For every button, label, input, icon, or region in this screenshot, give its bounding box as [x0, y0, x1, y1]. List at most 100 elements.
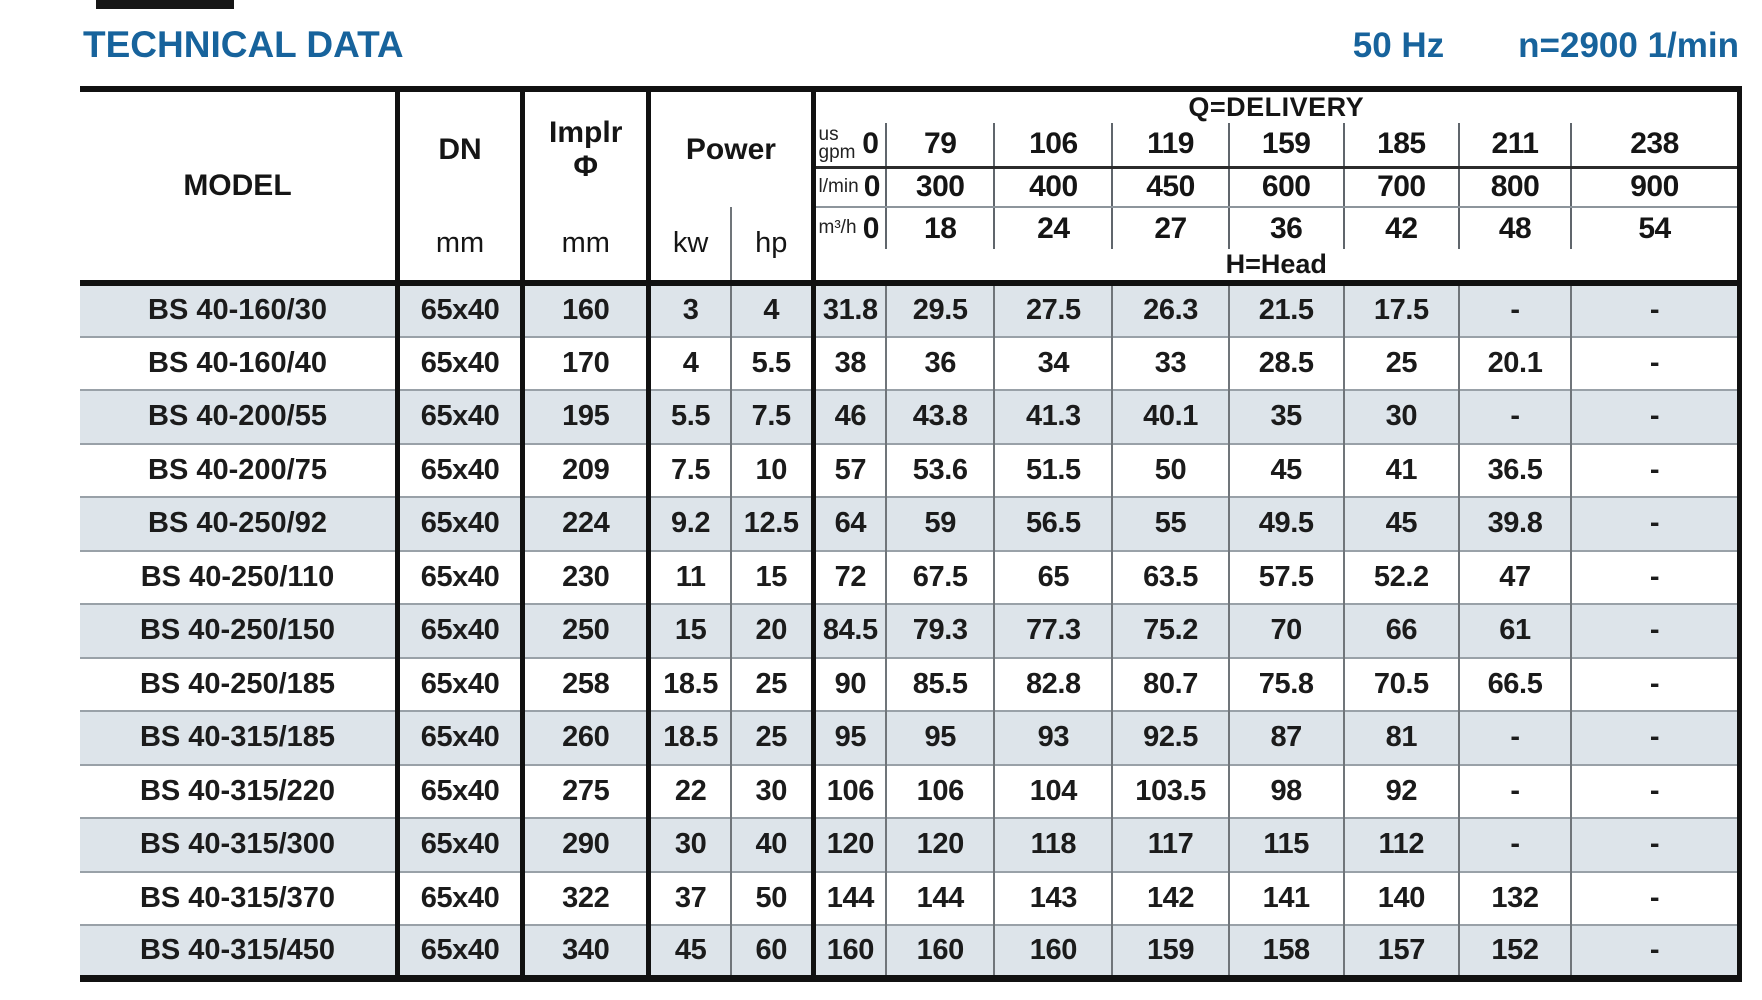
cell-head-value: - [1457, 817, 1572, 872]
cell-head-value: 144 [813, 870, 887, 925]
cell-head-value: 64 [813, 496, 887, 551]
cell-head-value: - [1570, 335, 1740, 390]
unit-cell-gpm: us gpm 0 [813, 123, 887, 169]
cell-kw: 22 [648, 763, 731, 818]
cell-head-value: 30 [1342, 389, 1459, 444]
cell-head-value: 92 [1342, 763, 1459, 818]
table-row: BS 40-315/300 65x40 290 30 40 120 120 118 117 115… [80, 817, 1740, 872]
cell-head-value: 33 [1111, 335, 1229, 390]
technical-data-table: MODEL DN Implr Φ Power Q=DELIVERY us gpm… [80, 86, 1742, 982]
cell-head-value: 141 [1227, 870, 1344, 925]
cell-head-value: 56.5 [993, 496, 1113, 551]
cell-head-value: 59 [885, 496, 995, 551]
cell-head-value: 95 [813, 710, 887, 765]
cell-head-value: 142 [1111, 870, 1229, 925]
cell-head-value: 38 [813, 335, 887, 390]
table-row: BS 40-250/110 65x40 230 11 15 72 67.5 65 63.5 57.… [80, 549, 1740, 604]
cell-hp: 5.5 [729, 335, 816, 390]
cell-head-value: 40.1 [1111, 389, 1229, 444]
cell-head-value: 57.5 [1227, 549, 1344, 604]
cell-head-value: 72 [813, 549, 887, 604]
col-header-power: Power [648, 89, 816, 207]
cell-head-value: 25 [1342, 335, 1459, 390]
cell-model: BS 40-315/220 [80, 763, 400, 818]
cell-hp: 25 [729, 656, 816, 711]
cell-head-value: 112 [1342, 817, 1459, 872]
cell-head-value: - [1570, 710, 1740, 765]
cell-head-value: 47 [1457, 549, 1572, 604]
units-row-lmin: l/min 0 300 400 450 600 700 800 900 [80, 167, 1740, 208]
cell-hp: 50 [729, 870, 816, 925]
head-label-row: H=Head [80, 249, 1740, 286]
cell-head-value: 118 [993, 817, 1113, 872]
cell-head-value: - [1570, 763, 1740, 818]
cell-head-value: 21.5 [1227, 283, 1344, 337]
cell-head-value: 103.5 [1111, 763, 1229, 818]
cell-head-value: 50 [1111, 442, 1229, 497]
cell-head-value: 63.5 [1111, 549, 1229, 604]
unit-label-usgpm: us gpm [818, 124, 856, 164]
cell-kw: 3 [648, 283, 731, 337]
cell-kw: 15 [648, 603, 731, 658]
cell-kw: 37 [648, 870, 731, 925]
cell-head-value: 160 [993, 924, 1113, 979]
unit-cell-lmin: l/min 0 [813, 167, 887, 208]
cell-kw: 4 [648, 335, 731, 390]
cell-head-value: 159 [1111, 924, 1229, 979]
cell-head-value: 144 [885, 870, 995, 925]
cell-head-value: 75.8 [1227, 656, 1344, 711]
cell-dn: 65x40 [397, 817, 526, 872]
cell-head-value: 36 [885, 335, 995, 390]
unit-label-lmin: l/min [818, 176, 859, 198]
cell-head-value: 66.5 [1457, 656, 1572, 711]
table-row: BS 40-315/185 65x40 260 18.5 25 95 95 93 92.5 87 8… [80, 710, 1740, 765]
table-body: BS 40-160/30 65x40 160 3 4 31.8 29.5 27.5 26.3 21… [80, 283, 1740, 979]
cell-model: BS 40-160/40 [80, 335, 400, 390]
cell-implr: 322 [522, 870, 652, 925]
cell-head-value: 160 [813, 924, 887, 979]
table-row: BS 40-160/30 65x40 160 3 4 31.8 29.5 27.5 26.3 21… [80, 283, 1740, 337]
cell-implr: 340 [522, 924, 652, 979]
cell-kw: 18.5 [648, 710, 731, 765]
unit-kw: kw [648, 207, 731, 286]
cell-head-value: - [1570, 603, 1740, 658]
cell-model: BS 40-250/185 [80, 656, 400, 711]
cell-kw: 9.2 [648, 496, 731, 551]
cell-model: BS 40-250/110 [80, 549, 400, 604]
head-label: H=Head [813, 249, 1740, 286]
spec-labels: 50 Hz n=2900 1/min [1353, 26, 1743, 66]
cell-head-value: 45 [1342, 496, 1459, 551]
cell-head-value: 20.1 [1457, 335, 1572, 390]
cell-implr: 170 [522, 335, 652, 390]
cell-head-value: 98 [1227, 763, 1344, 818]
cell-head-value: 27.5 [993, 283, 1113, 337]
table-row: BS 40-315/370 65x40 322 37 50 144 144 143 142 141… [80, 870, 1740, 925]
table-row: BS 40-250/185 65x40 258 18.5 25 90 85.5 82.8 80.… [80, 656, 1740, 711]
cell-head-value: 82.8 [993, 656, 1113, 711]
cell-model: BS 40-315/450 [80, 924, 400, 979]
cell-implr: 260 [522, 710, 652, 765]
cell-head-value: - [1570, 656, 1740, 711]
cell-head-value: 43.8 [885, 389, 995, 444]
table-row: BS 40-250/92 65x40 224 9.2 12.5 64 59 56.5 55 49.… [80, 496, 1740, 551]
cell-dn: 65x40 [397, 656, 526, 711]
cell-kw: 5.5 [648, 389, 731, 444]
page-title: TECHNICAL DATA [83, 24, 404, 65]
cell-head-value: 28.5 [1227, 335, 1344, 390]
page-header: TECHNICAL DATA 50 Hz n=2900 1/min [83, 24, 1743, 66]
cell-head-value: 55 [1111, 496, 1229, 551]
cell-head-value: 45 [1227, 442, 1344, 497]
speed-label: n=2900 1/min [1518, 26, 1739, 65]
cell-head-value: 17.5 [1342, 283, 1459, 337]
cell-implr: 224 [522, 496, 652, 551]
cell-head-value: 34 [993, 335, 1113, 390]
cell-head-value: 106 [813, 763, 887, 818]
cell-implr: 290 [522, 817, 652, 872]
table-row: BS 40-160/40 65x40 170 4 5.5 38 36 34 33 28.5 25 20… [80, 335, 1740, 390]
cell-implr: 230 [522, 549, 652, 604]
cell-head-value: 81 [1342, 710, 1459, 765]
cell-implr: 275 [522, 763, 652, 818]
cell-head-value: 104 [993, 763, 1113, 818]
cell-head-value: 46 [813, 389, 887, 444]
frequency-label: 50 Hz [1352, 26, 1445, 65]
